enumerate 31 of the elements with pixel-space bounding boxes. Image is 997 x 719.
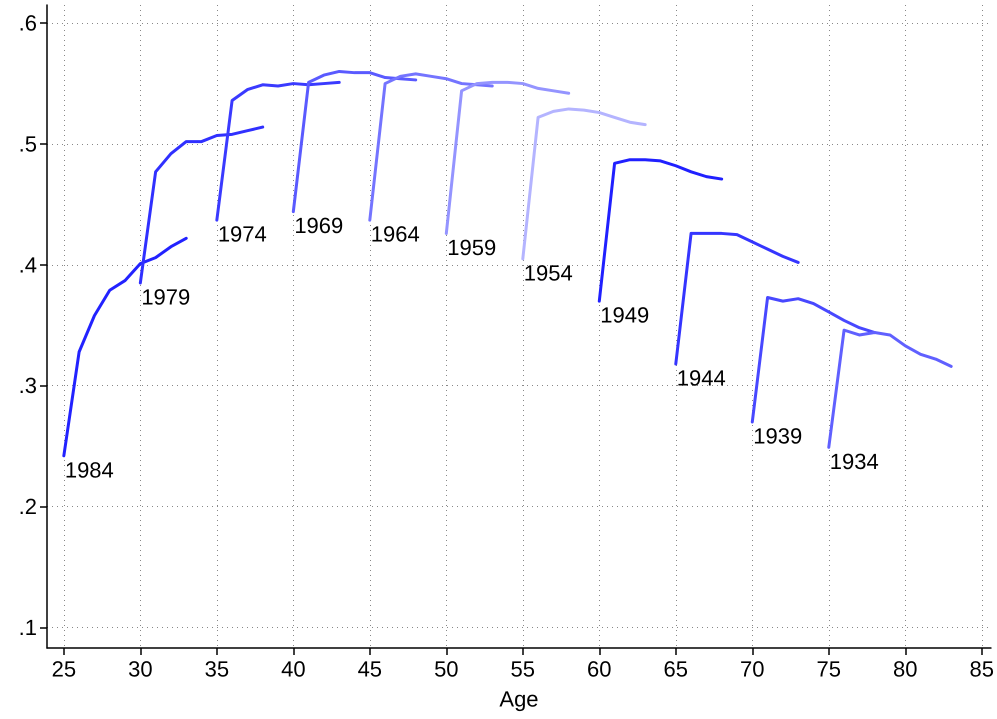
series-label: 1934 bbox=[830, 448, 879, 474]
x-tick-label: 80 bbox=[893, 656, 918, 682]
series-label: 1944 bbox=[676, 365, 726, 390]
series-label: 1949 bbox=[600, 302, 650, 328]
y-tick-label: .2 bbox=[18, 494, 37, 520]
x-tick-label: 75 bbox=[816, 656, 842, 682]
x-tick-label: 70 bbox=[740, 656, 765, 682]
x-tick-label: 85 bbox=[970, 656, 994, 682]
series-label: 1964 bbox=[370, 222, 420, 247]
series-label: 1954 bbox=[524, 260, 573, 286]
series-label: 1984 bbox=[64, 457, 114, 482]
x-tick-label: 50 bbox=[434, 656, 459, 682]
series-label: 1939 bbox=[753, 423, 802, 448]
x-tick-label: 55 bbox=[510, 656, 536, 682]
x-axis-title: Age bbox=[499, 686, 539, 712]
series-label: 1969 bbox=[294, 213, 344, 238]
y-tick-label: .3 bbox=[18, 373, 37, 398]
x-tick-label: 30 bbox=[128, 656, 153, 682]
y-tick-label: .1 bbox=[18, 614, 37, 640]
x-tick-label: 60 bbox=[587, 656, 612, 682]
x-tick-label: 35 bbox=[204, 656, 230, 682]
y-tick-label: .6 bbox=[18, 10, 37, 36]
x-tick-label: 65 bbox=[664, 656, 688, 682]
x-tick-label: 45 bbox=[358, 656, 382, 682]
y-tick-label: .4 bbox=[18, 252, 37, 278]
y-tick-label: .5 bbox=[18, 131, 37, 156]
series-label: 1959 bbox=[447, 234, 496, 260]
x-tick-label: 40 bbox=[281, 656, 306, 682]
series-label: 1979 bbox=[141, 284, 190, 310]
x-tick-label: 25 bbox=[52, 656, 76, 682]
series-label: 1974 bbox=[218, 222, 267, 247]
